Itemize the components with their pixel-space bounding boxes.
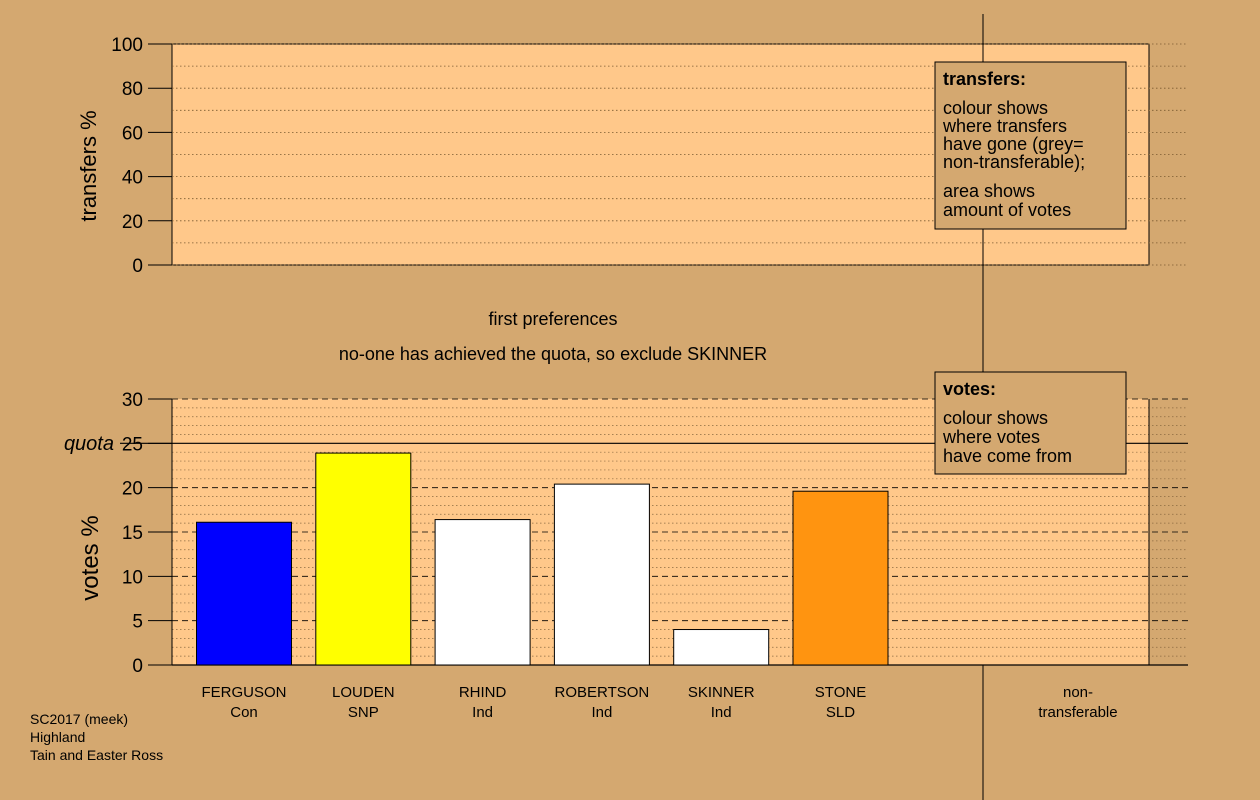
- quota-label: quota: [64, 433, 114, 455]
- non-transferable-label: transferable: [1038, 704, 1117, 721]
- votes-legend: votes: colour shows where votes have com…: [934, 371, 1127, 475]
- footer-line: Tain and Easter Ross: [30, 747, 163, 763]
- votes-y-axis: 0 5 10 15 20 25 30: [122, 390, 172, 677]
- y-tick-label: 40: [122, 168, 143, 189]
- bar-skinner: [673, 629, 770, 666]
- votes-legend-line: where votes: [942, 427, 1040, 447]
- candidate-name: FERGUSON: [201, 684, 286, 701]
- non-transferable-label: non-: [1063, 684, 1093, 701]
- action-caption: no-one has achieved the quota, so exclud…: [339, 344, 767, 364]
- bar-rhind: [434, 519, 531, 666]
- transfers-gridlines: [172, 43, 1188, 266]
- stage-caption: first preferences: [488, 309, 617, 329]
- bar-louden: [315, 452, 412, 666]
- y-tick-label: 30: [122, 390, 143, 411]
- footer-line: SC2017 (meek): [30, 711, 128, 727]
- transfers-y-axis: 0 20 40 60 80 100: [111, 35, 172, 277]
- votes-legend-line: colour shows: [943, 408, 1048, 428]
- transfers-y-axis-label: transfers %: [76, 110, 101, 221]
- y-tick-label: 0: [132, 256, 143, 277]
- candidate-name: STONE: [815, 684, 866, 701]
- footer-line: Highland: [30, 729, 85, 745]
- candidate-name: SKINNER: [688, 684, 755, 701]
- candidate-party: SNP: [348, 704, 379, 721]
- votes-legend-box: [934, 371, 1127, 475]
- transfers-legend-box: [934, 61, 1127, 230]
- transfers-legend-line: non-transferable);: [943, 152, 1085, 172]
- candidate-labels: FERGUSON Con LOUDEN SNP RHIND Ind ROBERTSON Ind…: [201, 684, 866, 721]
- votes-bars: [196, 452, 889, 666]
- transfers-legend-line: colour shows: [943, 98, 1048, 118]
- transfers-legend-line: where transfers: [942, 116, 1067, 136]
- candidate-party: Ind: [591, 704, 612, 721]
- y-tick-label: 20: [122, 479, 143, 500]
- y-tick-label: 5: [132, 612, 143, 633]
- transfers-legend: transfers: colour shows where transfers …: [934, 61, 1127, 230]
- candidate-party: SLD: [826, 704, 855, 721]
- candidate-party: Ind: [711, 704, 732, 721]
- y-tick-label: 20: [122, 212, 143, 233]
- y-tick-label: 60: [122, 123, 143, 144]
- votes-legend-title: votes:: [943, 379, 996, 399]
- candidate-name: ROBERTSON: [555, 684, 650, 701]
- transfers-legend-line: amount of votes: [943, 200, 1071, 220]
- transfers-legend-line: have gone (grey=: [943, 134, 1084, 154]
- y-tick-label: 80: [122, 79, 143, 100]
- candidate-party: Con: [230, 704, 258, 721]
- bar-stone: [792, 490, 889, 666]
- y-tick-label: 10: [122, 567, 143, 588]
- y-tick-label: 15: [122, 523, 143, 544]
- candidate-party: Ind: [472, 704, 493, 721]
- votes-y-axis-label: votes %: [77, 515, 104, 600]
- y-tick-label: 100: [111, 35, 143, 56]
- bar-robertson: [553, 483, 650, 666]
- candidate-name: LOUDEN: [332, 684, 395, 701]
- y-tick-label: 0: [132, 656, 143, 677]
- transfers-legend-line: area shows: [943, 181, 1035, 201]
- votes-legend-line: have come from: [943, 446, 1072, 466]
- transfers-legend-title: transfers:: [943, 69, 1026, 89]
- bar-ferguson: [196, 521, 292, 666]
- candidate-name: RHIND: [459, 684, 507, 701]
- y-tick-label: 25: [122, 434, 143, 455]
